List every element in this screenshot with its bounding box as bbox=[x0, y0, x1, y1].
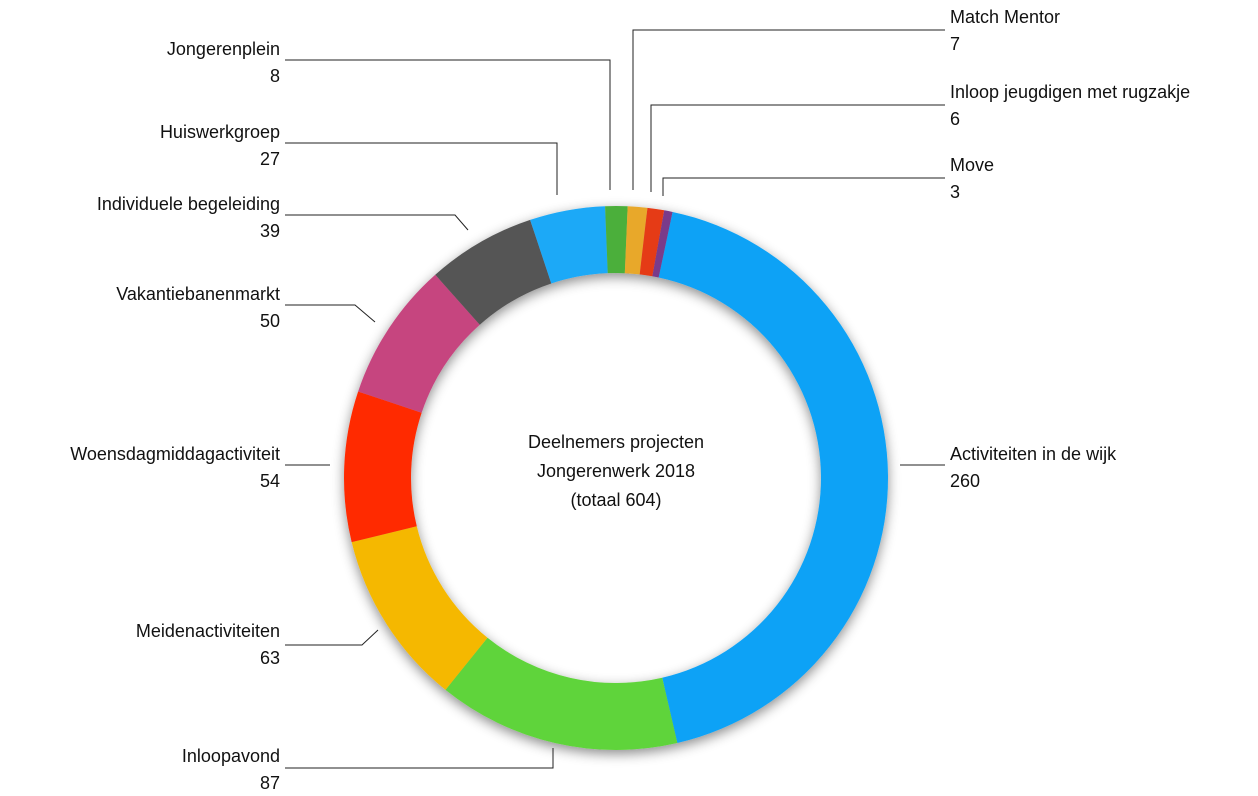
donut-segment bbox=[639, 207, 665, 277]
segment-value: 260 bbox=[950, 471, 980, 491]
segment-label: Vakantiebanenmarkt bbox=[116, 284, 280, 304]
segment-label: Huiswerkgroep bbox=[160, 122, 280, 142]
leader-line bbox=[285, 748, 554, 769]
donut-segment bbox=[445, 637, 678, 750]
leader-line bbox=[650, 104, 945, 192]
center-title: (totaal 604) bbox=[570, 490, 661, 510]
segment-value: 54 bbox=[260, 471, 280, 491]
donut-segment bbox=[358, 274, 480, 413]
segment-label: Match Mentor bbox=[950, 7, 1060, 27]
donut-segment bbox=[624, 206, 648, 275]
donut-segment bbox=[351, 526, 488, 690]
segment-value: 3 bbox=[950, 182, 960, 202]
segment-value: 7 bbox=[950, 34, 960, 54]
leader-line bbox=[285, 214, 469, 231]
leader-line bbox=[285, 59, 611, 190]
leader-line bbox=[285, 304, 376, 323]
segment-label: Activiteiten in de wijk bbox=[950, 444, 1117, 464]
segment-value: 39 bbox=[260, 221, 280, 241]
donut bbox=[344, 205, 888, 750]
donut-segment bbox=[605, 205, 628, 274]
donut-segment bbox=[652, 210, 673, 278]
segment-label: Inloopavond bbox=[182, 746, 280, 766]
segment-value: 8 bbox=[270, 66, 280, 86]
leader-line bbox=[662, 177, 945, 196]
segment-value: 27 bbox=[260, 149, 280, 169]
segment-value: 63 bbox=[260, 648, 280, 668]
segment-value: 6 bbox=[950, 109, 960, 129]
donut-segment bbox=[344, 391, 422, 543]
segment-value: 87 bbox=[260, 773, 280, 793]
segment-label: Inloop jeugdigen met rugzakje bbox=[950, 82, 1190, 102]
segment-label: Woensdagmiddagactiviteit bbox=[70, 444, 280, 464]
segment-label: Jongerenplein bbox=[167, 39, 280, 59]
leader-line bbox=[285, 142, 558, 195]
donut-segment bbox=[435, 219, 552, 325]
leader-line bbox=[632, 29, 945, 190]
segment-value: 50 bbox=[260, 311, 280, 331]
center-title: Jongerenwerk 2018 bbox=[537, 461, 695, 481]
leader-line bbox=[285, 629, 379, 646]
donut-segment bbox=[530, 206, 608, 284]
segment-label: Move bbox=[950, 155, 994, 175]
center-title: Deelnemers projecten bbox=[528, 432, 704, 452]
segment-label: Meidenactiviteiten bbox=[136, 621, 280, 641]
segment-label: Individuele begeleiding bbox=[97, 194, 280, 214]
donut-segment bbox=[658, 211, 888, 743]
